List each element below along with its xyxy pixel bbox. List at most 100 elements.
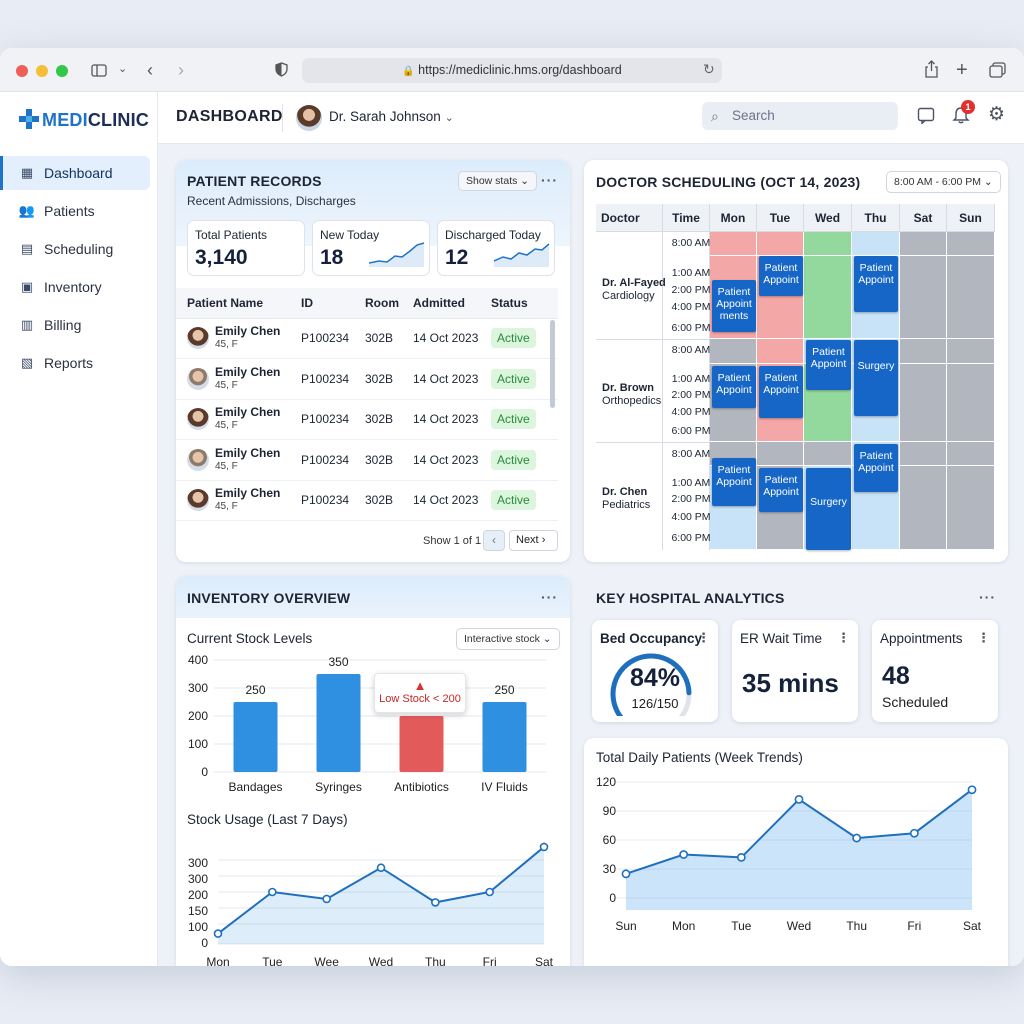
search-input[interactable]: ⌕ Search	[702, 102, 898, 130]
app-logo[interactable]: MEDICLINIC	[18, 108, 149, 131]
share-icon[interactable]	[924, 60, 939, 78]
stock-filter-dropdown[interactable]: Interactive stock ⌄	[456, 628, 560, 650]
scrollbar[interactable]	[550, 320, 555, 408]
zoom-window-button[interactable]	[56, 65, 68, 77]
sidebar-item-reports[interactable]: ▧ Reports	[0, 346, 150, 380]
schedule-slot[interactable]	[900, 442, 947, 466]
schedule-slot[interactable]	[947, 466, 995, 550]
more-vertical-icon[interactable]: ⋮	[837, 630, 850, 645]
schedule-slot[interactable]	[947, 364, 995, 442]
table-row[interactable]: Emily Chen 45, F P100234 302B 14 Oct 2023 Act…	[176, 439, 558, 481]
schedule-slot[interactable]	[710, 339, 757, 364]
doctor-name: Dr. Chen	[602, 486, 648, 498]
column-header[interactable]: Room	[365, 288, 413, 319]
sidebar-item-inventory[interactable]: ▣ Inventory	[0, 270, 150, 304]
appointment-block[interactable]: Patient Appoint	[759, 366, 803, 418]
gear-icon[interactable]: ⚙	[988, 104, 1006, 125]
appointment-block[interactable]: Patient Appoint	[854, 444, 898, 492]
appointment-block[interactable]: Patient Appoint	[854, 256, 898, 312]
more-vertical-icon[interactable]: ⋮	[977, 630, 990, 645]
x-tick-label: Syringes	[315, 780, 362, 794]
appointment-block[interactable]: Patient Appoint ments	[712, 280, 756, 332]
sidebar-toggle-icon[interactable]	[91, 64, 107, 77]
schedule-slot[interactable]	[804, 256, 852, 339]
column-header[interactable]: Patient Name	[176, 288, 301, 319]
appointment-block[interactable]: Patient Appoint	[712, 366, 756, 408]
doctor-chen[interactable]: Dr. Chen Pediatrics	[602, 486, 650, 512]
schedule-slot[interactable]	[947, 339, 995, 364]
tabs-overview-icon[interactable]	[989, 62, 1006, 78]
schedule-slot[interactable]	[947, 442, 995, 466]
minimize-window-button[interactable]	[36, 65, 48, 77]
forward-icon[interactable]: ›	[178, 60, 184, 80]
schedule-slot[interactable]	[900, 364, 947, 442]
invoice-icon: ▥	[20, 317, 34, 332]
more-options-icon[interactable]: ···	[541, 589, 558, 605]
doctor-brown[interactable]: Dr. Brown Orthopedics	[602, 382, 661, 408]
appointment-block[interactable]: Patient Appoint	[759, 256, 803, 296]
appointment-block[interactable]: Patient Appoint	[806, 340, 851, 390]
next-page-button[interactable]: Next ›	[509, 530, 558, 551]
next-label: Next	[516, 534, 539, 546]
schedule-slot[interactable]	[900, 232, 947, 256]
search-placeholder: Search	[732, 108, 775, 123]
time-label: 6:00 PM	[671, 532, 711, 544]
appointment-block[interactable]: Patient Appoint	[759, 468, 803, 512]
chat-icon[interactable]	[917, 107, 935, 124]
schedule-slot[interactable]	[757, 339, 804, 364]
back-icon[interactable]: ‹	[147, 60, 153, 80]
y-tick-label: 300	[188, 872, 208, 886]
doctor-al-fayed[interactable]: Dr. Al-Fayed Cardiology	[602, 277, 666, 303]
column-header[interactable]: Admitted	[413, 288, 491, 319]
table-row[interactable]: Emily Chen 45, F P100234 302B 14 Oct 2023 Act…	[176, 318, 558, 359]
reload-icon[interactable]: ↻	[703, 61, 715, 77]
schedule-slot[interactable]	[900, 256, 947, 339]
schedule-slot[interactable]	[804, 442, 852, 466]
data-point	[485, 887, 494, 897]
schedule-slot[interactable]	[947, 256, 995, 339]
schedule-slot[interactable]	[757, 232, 804, 256]
schedule-slot[interactable]	[804, 232, 852, 256]
show-stats-dropdown[interactable]: Show stats ⌄	[458, 171, 538, 191]
doctor-dept: Cardiology	[602, 290, 655, 302]
close-window-button[interactable]	[16, 65, 28, 77]
data-label: 250	[494, 683, 514, 697]
dropdown-value: Interactive stock	[464, 633, 540, 645]
patient-meta: 45, F	[215, 379, 238, 391]
appointment-block[interactable]: Surgery	[854, 340, 898, 416]
sidebar-item-dashboard[interactable]: ▦ Dashboard	[0, 156, 150, 190]
table-row[interactable]: Emily Chen 45, F P100234 302B 14 Oct 2023 Act…	[176, 480, 558, 521]
time-label: 6:00 PM	[671, 425, 711, 437]
prev-page-button[interactable]: ‹	[483, 530, 505, 551]
sidebar-item-scheduling[interactable]: ▤ Scheduling	[0, 232, 150, 266]
address-bar[interactable]: 🔒 https://mediclinic.hms.org/dashboard	[302, 58, 722, 83]
schedule-slot[interactable]	[852, 232, 900, 256]
more-vertical-icon[interactable]: ⋮	[697, 630, 710, 645]
sidebar-item-billing[interactable]: ▥ Billing	[0, 308, 150, 342]
card-header-bg	[176, 576, 570, 618]
schedule-slot[interactable]	[757, 442, 804, 466]
search-icon: ⌕	[711, 108, 719, 124]
schedule-slot[interactable]	[710, 232, 757, 256]
column-header[interactable]: ID	[301, 288, 365, 319]
table-row[interactable]: Emily Chen 45, F P100234 302B 14 Oct 2023 Act…	[176, 399, 558, 440]
schedule-slot[interactable]	[947, 232, 995, 256]
column-header[interactable]: Status	[491, 288, 558, 319]
appointment-block[interactable]: Patient Appoint	[712, 458, 756, 506]
kpi-sub: Scheduled	[882, 694, 949, 710]
chevron-down-icon[interactable]: ⌄	[118, 63, 128, 75]
sidebar-item-patients[interactable]: 👥 Patients	[0, 194, 150, 228]
avatar[interactable]	[296, 105, 322, 131]
browser-window: ⌄ ‹ › 🔒 https://mediclinic.hms.org/dashb…	[0, 48, 1024, 966]
schedule-slot[interactable]	[900, 466, 947, 550]
more-options-icon[interactable]: ···	[979, 589, 996, 605]
more-options-icon[interactable]: ···	[541, 172, 558, 188]
time-range-dropdown[interactable]: 8:00 AM - 6:00 PM ⌄	[886, 171, 1001, 193]
stat-label: New Today	[320, 228, 380, 242]
table-row[interactable]: Emily Chen 45, F P100234 302B 14 Oct 2023 Act…	[176, 358, 558, 400]
appointment-block[interactable]: Surgery	[806, 468, 851, 550]
schedule-slot[interactable]	[900, 339, 947, 364]
new-tab-icon[interactable]: +	[956, 59, 968, 81]
stat-value: 12	[445, 246, 469, 269]
user-menu[interactable]: Dr. Sarah Johnson ⌄	[329, 109, 454, 124]
